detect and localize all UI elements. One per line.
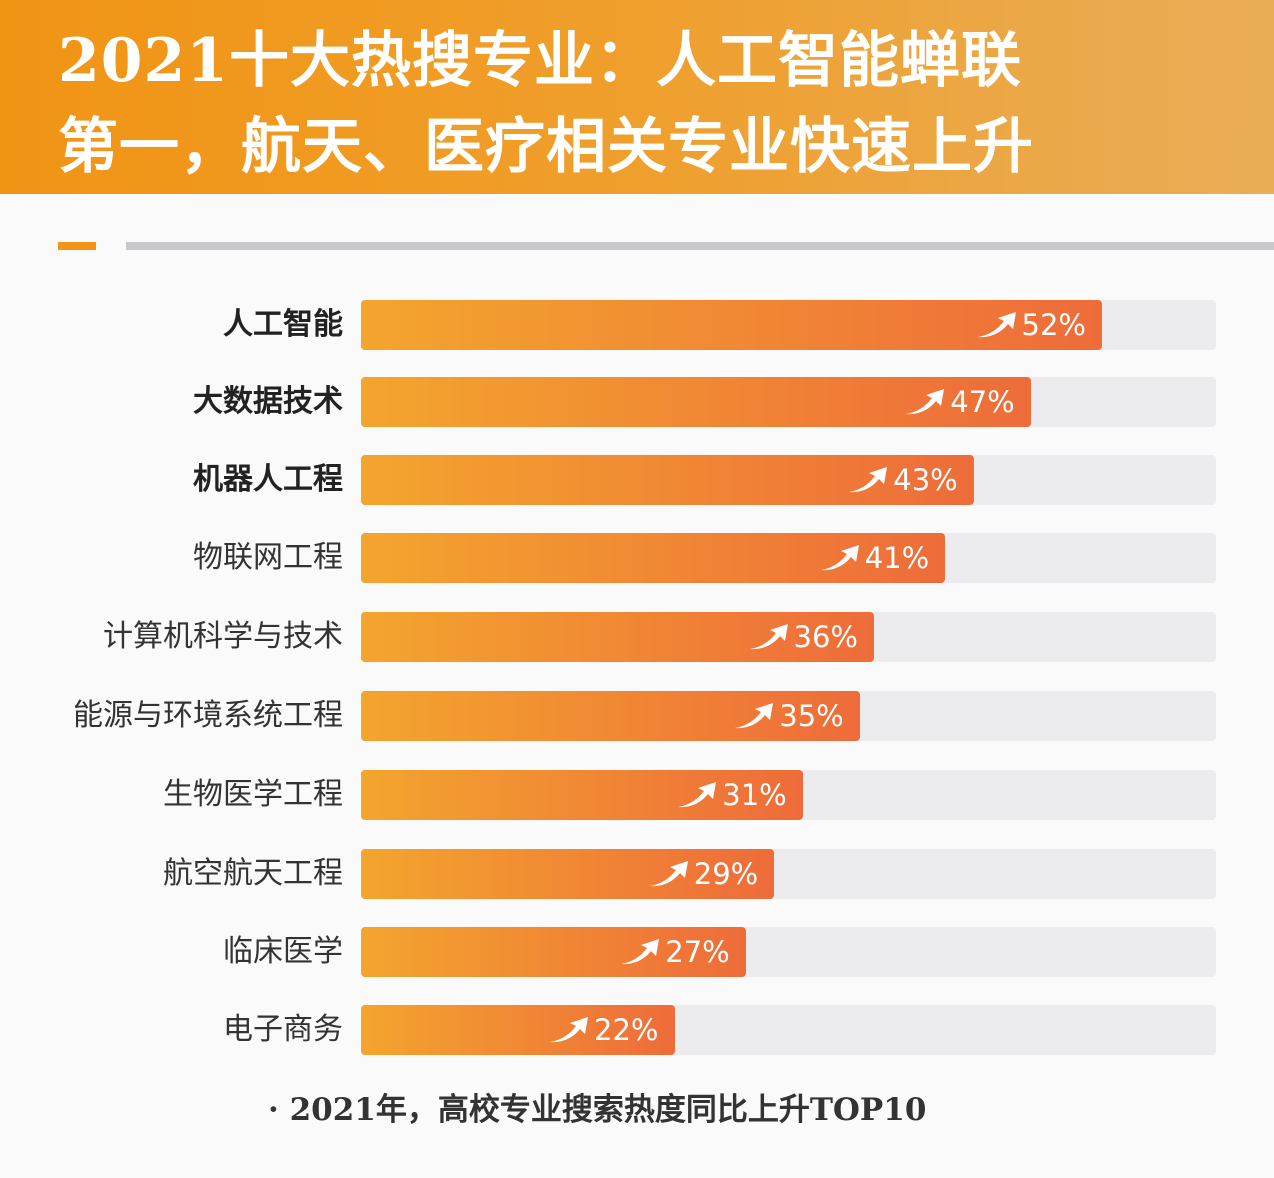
trend-up-arrow-icon [820,545,859,571]
bar-row: 机器人工程 43% [0,455,1274,505]
data-label-text: 31% [722,778,787,812]
trend-up-arrow-icon [621,939,660,965]
category-label: 电子商务 [223,1012,343,1047]
bar-track: 29% [361,849,1216,899]
data-label-text: 35% [779,699,844,733]
trend-up-arrow-icon [678,782,717,808]
category-label: 临床医学 [223,934,343,969]
data-label-text: 36% [793,620,858,654]
data-label: 27% [619,935,730,969]
bar: 35% [361,691,860,741]
data-label-text: 22% [594,1013,659,1047]
data-label: 41% [819,541,929,575]
bar-row: 电子商务 22% [0,1005,1274,1055]
bar-row: 计算机科学与技术 36% [0,612,1274,662]
bar-row: 生物医学工程 31% [0,770,1274,820]
bar: 29% [361,849,775,899]
bar: 36% [361,612,874,662]
bar-track: 47% [361,377,1216,427]
trend-up-arrow-icon [550,1017,589,1043]
bar: 41% [361,533,946,583]
bar-row: 航空航天工程 29% [0,849,1274,899]
bar: 31% [361,770,803,820]
data-label: 47% [904,385,1015,419]
category-label: 物联网工程 [193,540,343,575]
data-label-text: 43% [893,463,958,497]
bar-row: 临床医学 27% [0,927,1274,977]
data-label: 35% [733,699,844,733]
bar-row: 能源与环境系统工程 35% [0,691,1274,741]
bar-row: 大数据技术 47% [0,377,1274,427]
trend-up-arrow-icon [977,312,1016,338]
data-label: 36% [748,620,858,654]
data-label: 22% [548,1013,659,1047]
data-label: 31% [676,778,787,812]
category-label: 机器人工程 [193,462,343,497]
bar-track: 36% [361,612,1216,662]
bar-track: 52% [361,300,1216,350]
bar: 22% [361,1005,675,1055]
data-label-text: 29% [693,857,759,891]
title-line-2: 第一，航天、医疗相关专业快速上升 [58,112,1034,182]
data-label-text: 52% [1021,308,1086,342]
data-label-text: 27% [665,935,730,969]
data-label: 29% [648,857,758,891]
accent-mark [58,242,96,250]
bar-track: 31% [361,770,1216,820]
bar-row: 物联网工程 41% [0,533,1274,583]
bar: 52% [361,300,1102,350]
trend-up-arrow-icon [749,624,788,650]
data-label: 52% [976,308,1086,342]
category-label: 大数据技术 [193,384,343,419]
chart-note: · 2021年，高校专业搜索热度同比上升TOP10 [268,1092,927,1128]
bar-track: 22% [361,1005,1216,1055]
bar: 27% [361,927,746,977]
divider-rule [126,242,1274,250]
bar: 43% [361,455,974,505]
bar: 47% [361,377,1031,427]
data-label-text: 41% [864,541,930,575]
bar-track: 35% [361,691,1216,741]
category-label: 人工智能 [223,307,343,342]
trend-up-arrow-icon [649,861,688,887]
trend-up-arrow-icon [849,467,888,493]
category-label: 航空航天工程 [163,856,343,891]
trend-up-arrow-icon [735,703,774,729]
bar-track: 27% [361,927,1216,977]
data-label-text: 47% [950,385,1015,419]
category-label: 计算机科学与技术 [103,619,343,654]
bar-track: 43% [361,455,1216,505]
header-banner: 2021十大热搜专业：人工智能蝉联 第一，航天、医疗相关专业快速上升 [0,0,1274,194]
bar-track: 41% [361,533,1216,583]
title-line-1: 2021十大热搜专业：人工智能蝉联 [58,26,1022,96]
trend-up-arrow-icon [906,389,945,415]
category-label: 能源与环境系统工程 [73,698,343,733]
data-label: 43% [847,463,958,497]
bar-row: 人工智能 52% [0,300,1274,350]
category-label: 生物医学工程 [163,777,343,812]
